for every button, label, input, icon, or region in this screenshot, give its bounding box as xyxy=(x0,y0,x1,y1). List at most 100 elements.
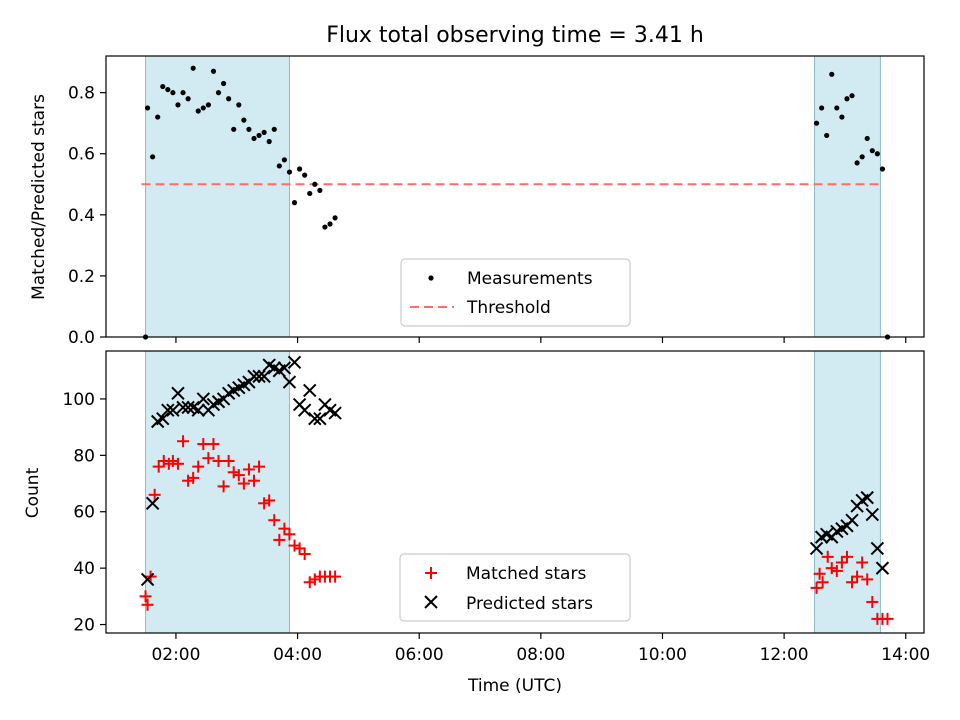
measurement-point xyxy=(854,160,860,166)
matched-star-point xyxy=(293,542,306,555)
matched-star-point xyxy=(253,460,266,473)
count-legend: Matched stars Predicted stars xyxy=(399,553,631,622)
matched-star-point xyxy=(227,466,240,479)
matched-star-point xyxy=(152,460,165,473)
count-axes-frame xyxy=(105,350,925,634)
measurement-point xyxy=(190,65,196,71)
measurement-point xyxy=(236,102,242,108)
predicted-star-point xyxy=(191,403,205,417)
predicted-star-point xyxy=(181,400,195,415)
matched-star-point xyxy=(268,514,281,527)
predicted-star-point xyxy=(156,411,170,426)
matched-star-point xyxy=(247,474,260,487)
observing-interval-0 xyxy=(145,55,290,338)
predicted-stars-points xyxy=(140,355,890,587)
predicted-star-point xyxy=(297,403,312,417)
matched-star-point xyxy=(232,469,245,482)
measurement-point xyxy=(307,190,313,197)
y-tick-label: 60 xyxy=(73,503,95,523)
measurement-point xyxy=(874,151,880,157)
matched-star-point xyxy=(866,595,879,608)
y-tick-label: 80 xyxy=(73,446,95,466)
predicted-star-point xyxy=(328,406,342,420)
ratio-legend: Measurements Threshold xyxy=(400,258,631,327)
measurement-point xyxy=(241,117,247,123)
matched-star-point xyxy=(212,454,225,467)
matched-star-point xyxy=(851,570,864,583)
measurement-point xyxy=(175,102,181,108)
shaded-intervals-top xyxy=(145,55,881,338)
matched-star-point xyxy=(288,539,301,552)
measurement-point xyxy=(849,93,855,99)
count-y-label: Count xyxy=(23,467,43,518)
measurement-point xyxy=(824,132,830,139)
predicted-star-point xyxy=(845,513,859,527)
measurement-point xyxy=(864,135,870,142)
y-tick-label: 0.4 xyxy=(68,206,95,226)
matched-star-point xyxy=(192,460,205,473)
measurement-point xyxy=(144,105,151,111)
matched-star-point xyxy=(283,528,296,541)
measurement-point xyxy=(251,135,257,142)
x-axis-label: Time (UTC) xyxy=(467,676,562,696)
measurement-point xyxy=(200,105,206,111)
ratio-y-label: Matched/Predicted stars xyxy=(29,94,49,300)
measurement-point xyxy=(185,96,191,102)
matched-star-point xyxy=(139,590,152,603)
predicted-star-point xyxy=(860,490,874,505)
matched-star-point xyxy=(813,567,826,580)
ratio-y-ticks: 0.0 0.2 0.4 0.6 0.8 xyxy=(68,84,106,348)
predicted-star-point xyxy=(252,369,266,384)
legend-threshold-label: Threshold xyxy=(466,298,551,318)
matched-star-point xyxy=(141,598,154,611)
x-tick-label: 14:00 xyxy=(881,645,930,665)
y-tick-label: 0.8 xyxy=(68,84,95,104)
predicted-star-point xyxy=(287,355,302,369)
matched-star-point xyxy=(278,522,291,535)
measurement-point xyxy=(215,90,222,96)
measurement-point xyxy=(291,200,298,206)
ratio-x-ticks xyxy=(175,337,907,343)
measurement-point xyxy=(266,138,272,145)
x-tick-label: 12:00 xyxy=(760,645,809,665)
measurement-point xyxy=(879,166,886,172)
matched-star-point xyxy=(329,570,342,583)
matched-star-point xyxy=(810,581,823,594)
x-tick-label: 06:00 xyxy=(395,645,444,665)
measurement-point xyxy=(246,126,252,132)
measurement-point xyxy=(165,86,171,93)
matched-star-point xyxy=(846,576,859,589)
measurement-point xyxy=(276,163,282,169)
legend-measurement-marker xyxy=(428,275,434,281)
matched-star-point xyxy=(258,497,271,510)
matched-star-point xyxy=(182,474,195,487)
measurement-points xyxy=(142,65,891,340)
matched-star-point xyxy=(222,454,235,467)
y-tick-label: 0.0 xyxy=(68,328,95,348)
measurement-point xyxy=(312,181,318,187)
measurement-point xyxy=(150,154,156,160)
observing-interval-1 xyxy=(814,350,881,634)
matched-star-point xyxy=(840,550,853,563)
observing-interval-1 xyxy=(814,55,881,338)
ratio-panel: 0.00.20.40.60.8 Matched/Predicted stars … xyxy=(29,55,925,348)
y-tick-label: 20 xyxy=(73,616,95,636)
predicted-star-point xyxy=(277,361,292,375)
count-x-ticks: 02:00 04:00 06:00 08:00 10:00 12:00 14:00 xyxy=(151,633,930,665)
measurement-point xyxy=(210,68,217,74)
legend-measurements-label: Measurements xyxy=(467,269,593,289)
ratio-axes-frame xyxy=(105,55,925,338)
x-tick-label: 08:00 xyxy=(516,645,565,665)
measurement-point xyxy=(155,114,161,120)
predicted-star-point xyxy=(145,496,160,510)
predicted-star-point xyxy=(870,541,885,556)
matched-star-point xyxy=(187,471,200,484)
predicted-star-point xyxy=(196,392,211,406)
matched-stars-points xyxy=(139,435,894,625)
measurement-point xyxy=(261,129,267,135)
predicted-star-point xyxy=(875,561,890,575)
measurement-point xyxy=(332,215,338,221)
measurement-point xyxy=(834,105,840,111)
matched-star-point xyxy=(816,576,829,589)
